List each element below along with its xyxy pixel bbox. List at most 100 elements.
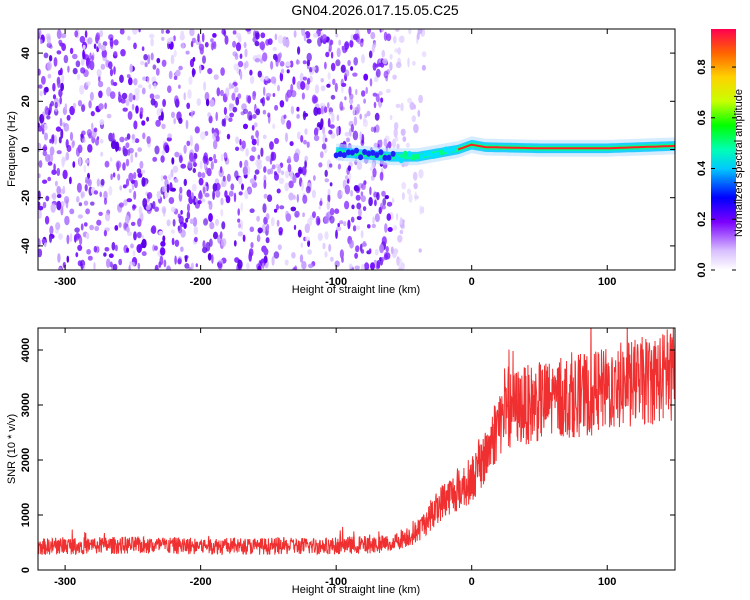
- spectrogram-cell: [412, 60, 416, 66]
- spectrogram-cell: [411, 115, 416, 123]
- x-tick-label: -100: [325, 276, 347, 288]
- spectrogram-cell: [220, 208, 224, 217]
- spectrogram-cell: [220, 67, 225, 76]
- spectrogram-cell: [38, 237, 41, 248]
- spectrogram-cell: [116, 161, 120, 172]
- y-tick-label: -40: [20, 238, 32, 254]
- spectrogram-cell: [188, 76, 193, 85]
- spectrogram-cell: [80, 223, 84, 231]
- spectrogram-cell: [353, 57, 359, 66]
- spectrogram-cell: [210, 161, 214, 170]
- spectrogram-cell: [93, 262, 96, 270]
- spectrogram-cell: [300, 81, 306, 90]
- spectrogram-cell: [368, 50, 373, 59]
- spectrogram-cell: [101, 49, 108, 58]
- spectrogram-cell: [265, 237, 270, 244]
- spectrogram-cell: [168, 70, 173, 80]
- spectrogram-cell: [219, 231, 223, 240]
- y-tick-label: 20: [20, 95, 32, 107]
- spectrogram-cell: [87, 144, 93, 153]
- spectrogram-cell: [307, 239, 311, 247]
- spectrogram-cell: [259, 57, 264, 64]
- spectrogram-cell: [153, 82, 157, 90]
- spectrogram-cell: [271, 164, 276, 170]
- colorbar-label: Normalized spectral amplitude: [733, 89, 745, 237]
- spectrogram-cell: [154, 94, 161, 100]
- spectrogram-cell: [44, 86, 49, 93]
- spectrogram-cell: [105, 212, 111, 222]
- spectrogram-cell: [379, 171, 384, 181]
- spectrogram-cell: [96, 219, 102, 226]
- spectrogram-cell: [160, 241, 166, 247]
- spectrogram-cell: [103, 190, 108, 200]
- spectrogram-cell: [144, 62, 148, 68]
- spectrogram-cell: [366, 110, 371, 117]
- spectrogram-cell: [363, 73, 369, 81]
- spectrogram-cell: [192, 217, 198, 227]
- spectrogram-cell: [330, 256, 334, 262]
- spectrogram-cell: [276, 219, 280, 227]
- spectrogram-cell: [306, 77, 311, 85]
- spectrogram-cell: [59, 96, 62, 105]
- spectrogram-cell: [407, 97, 412, 104]
- spectrogram-cell: [122, 184, 127, 189]
- spectrogram-cell: [326, 83, 331, 88]
- spectrogram-cell: [359, 113, 363, 120]
- spectrogram-cell: [260, 147, 264, 157]
- spectrogram-cell: [77, 144, 83, 154]
- spectrogram-cell: [69, 131, 74, 141]
- spectrogram-cell: [100, 151, 104, 157]
- spectrogram-cell: [149, 33, 155, 39]
- spectrogram-cell: [318, 205, 321, 210]
- spectrogram-cell: [233, 192, 237, 203]
- spectrogram-cell: [257, 234, 261, 241]
- spectrogram-cell: [154, 206, 160, 212]
- spectrogram-cell: [374, 248, 379, 256]
- spectrogram-cell: [372, 216, 375, 225]
- spectrogram-cell: [141, 87, 146, 95]
- spectrogram-cell: [137, 218, 142, 227]
- spectrogram-cell: [109, 91, 116, 99]
- spectrogram-cell: [194, 198, 198, 203]
- spectrogram-cell: [313, 106, 319, 116]
- spectrogram-cell: [320, 78, 325, 83]
- spectrogram-cell: [322, 126, 326, 135]
- spectrogram-cell: [237, 231, 244, 237]
- spectrogram-cell: [336, 114, 340, 122]
- spectrogram-cell: [354, 252, 358, 259]
- colorbar-gradient: [711, 29, 736, 270]
- spectrogram-cell: [167, 133, 172, 139]
- spectrogram-cell: [56, 150, 62, 155]
- spectrogram-cell: [58, 69, 62, 76]
- spectrogram-cell: [190, 262, 194, 270]
- spectrogram-cell: [328, 111, 334, 116]
- spectrogram-cell: [69, 208, 75, 215]
- spectrogram-cell: [292, 76, 296, 85]
- spectrogram-cell: [160, 155, 165, 163]
- spectrogram-cell: [94, 225, 100, 232]
- spectrogram-x-ticks: -300 -200 -100 0 100: [54, 29, 616, 288]
- ridge-blob: [419, 154, 425, 160]
- spectrogram-cell: [255, 130, 259, 138]
- spectrogram-cell: [149, 93, 155, 99]
- spectrogram-cell: [271, 255, 275, 266]
- spectrogram-cell: [360, 191, 364, 197]
- spectrogram-cell: [238, 191, 243, 196]
- spectrogram-cell: [317, 218, 321, 225]
- spectrogram-cell: [347, 59, 351, 67]
- spectrogram-cell: [368, 248, 372, 254]
- spectrogram-cell: [59, 117, 63, 127]
- spectrogram-cell: [232, 30, 237, 35]
- spectrogram-cell: [204, 192, 210, 198]
- spectrogram-cell: [418, 94, 423, 104]
- spectrogram-cell: [249, 208, 255, 213]
- spectrogram-cell: [192, 195, 197, 206]
- spectrogram-cell: [41, 75, 46, 85]
- spectrogram-cell: [344, 131, 350, 137]
- spectrogram-cell: [387, 227, 393, 232]
- spectrogram-cell: [137, 84, 143, 89]
- spectrogram-cell: [237, 218, 241, 223]
- spectrogram-cell: [56, 193, 62, 199]
- spectrogram-cell: [335, 33, 339, 38]
- ridge-blob: [431, 152, 437, 159]
